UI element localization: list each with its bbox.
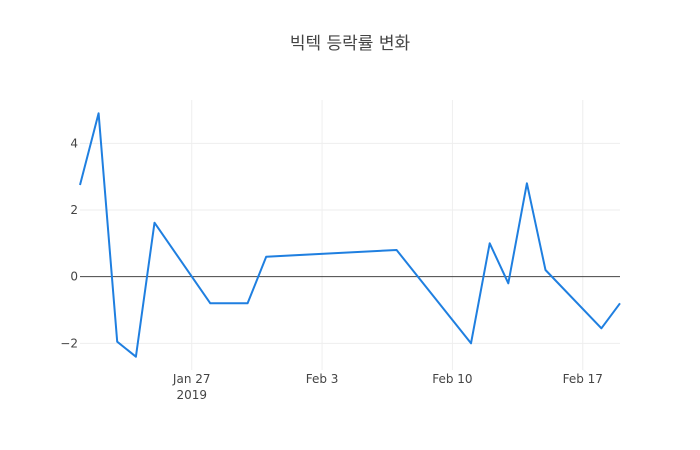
x-tick-label: Feb 10 [432,372,472,386]
x-axis: Jan 27 2019 Feb 3 Feb 10 Feb 17 [172,372,603,402]
y-tick-label: 2 [70,203,78,217]
series-line [79,112,621,358]
x-tick-sublabel: 2019 [176,388,207,402]
series-layer [79,112,621,358]
x-tick-label: Jan 27 [172,372,211,386]
y-tick-label: −2 [60,336,78,350]
y-tick-label: 0 [70,270,78,284]
chart-title: 빅텍 등락률 변화 [290,34,411,54]
y-tick-label: 4 [70,136,78,150]
x-tick-label: Feb 17 [563,372,603,386]
y-axis: −2 0 2 4 [60,136,78,350]
grid-lines [80,100,620,370]
x-tick-label: Feb 3 [306,372,339,386]
